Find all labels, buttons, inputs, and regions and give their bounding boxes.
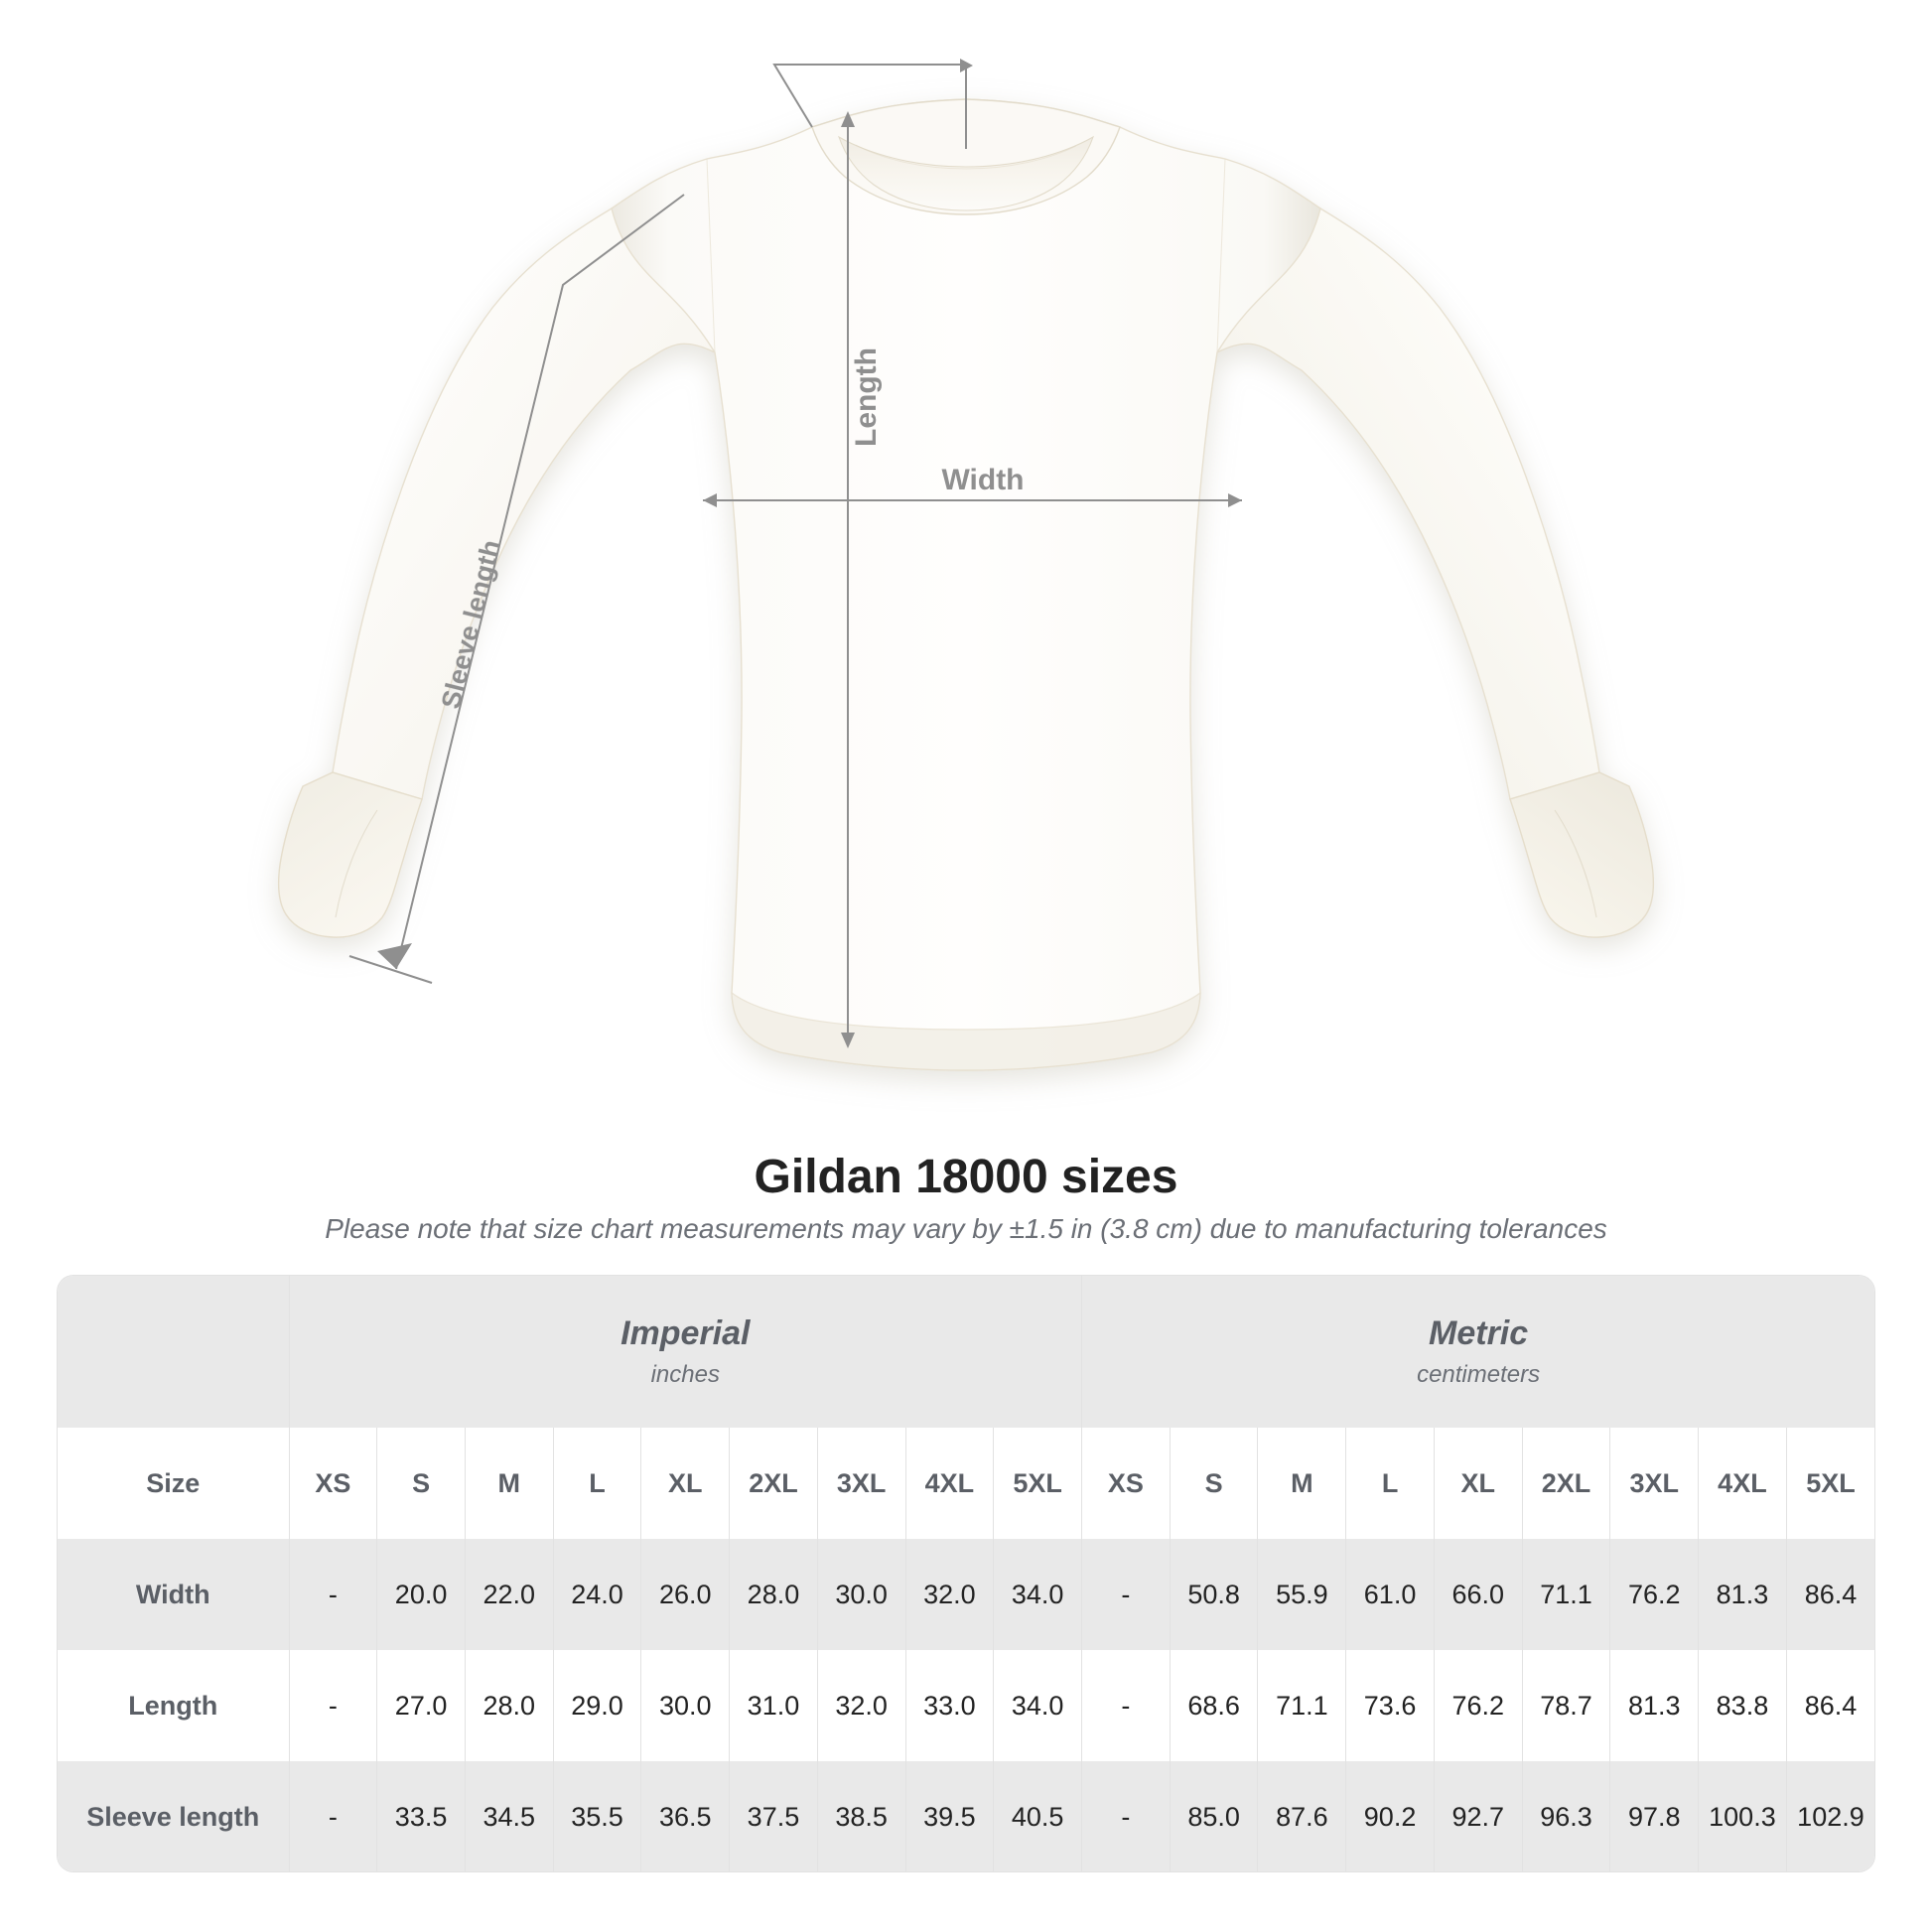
svg-text:Width: Width [941,464,1024,496]
svg-text:Length: Length [850,347,883,447]
